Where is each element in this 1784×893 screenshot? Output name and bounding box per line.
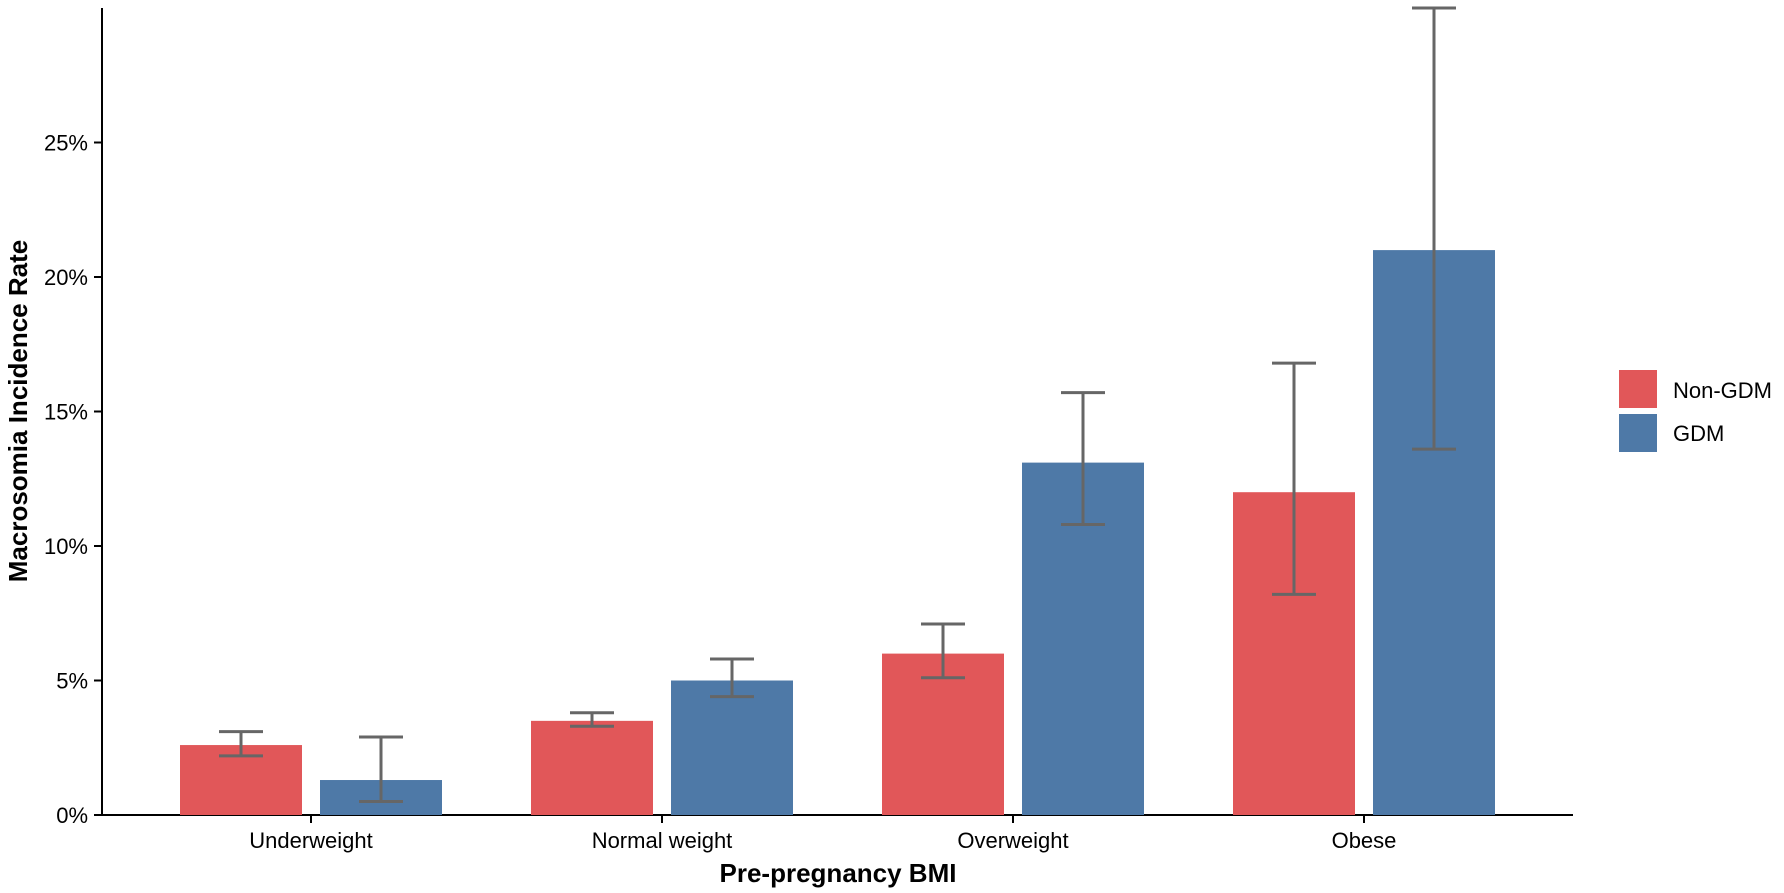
legend-key-gdm <box>1619 414 1657 452</box>
error-bar-gdm-overweight <box>1061 391 1105 526</box>
error-bar-non-gdm-obese <box>1272 361 1316 596</box>
y-tick-label: 10% <box>44 534 88 559</box>
y-tick-label: 25% <box>44 131 88 156</box>
x-axis-title: Pre-pregnancy BMI <box>720 858 957 888</box>
error-bar-non-gdm-overweight <box>921 622 965 680</box>
y-ticks: 0% 5% 10% 15% 20% 25% <box>44 131 102 828</box>
legend-label-gdm: GDM <box>1673 421 1724 446</box>
error-bar-gdm-underweight <box>359 735 403 804</box>
y-tick-label: 0% <box>56 803 88 828</box>
x-tick-label: Overweight <box>957 828 1068 853</box>
x-tick-label: Normal weight <box>592 828 733 853</box>
error-bars <box>219 6 1456 804</box>
error-bar-non-gdm-underweight <box>219 730 263 758</box>
bar-gdm-normal-weight <box>671 680 793 815</box>
bar-non-gdm-overweight <box>882 653 1004 815</box>
legend-label-non-gdm: Non-GDM <box>1673 378 1772 403</box>
bar-non-gdm-normal-weight <box>531 720 653 815</box>
legend: Non-GDM GDM <box>1619 370 1772 452</box>
error-bar-gdm-normal-weight <box>710 657 754 699</box>
legend-key-non-gdm <box>1619 370 1657 408</box>
error-bar-gdm-obese <box>1412 6 1456 451</box>
x-tick-label: Underweight <box>249 828 373 853</box>
x-ticks: Underweight Normal weight Overweight Obese <box>249 815 1396 853</box>
y-tick-label: 5% <box>56 669 88 694</box>
y-axis-title: Macrosomia Incidence Rate <box>3 240 33 582</box>
y-tick-label: 15% <box>44 400 88 425</box>
y-tick-label: 20% <box>44 265 88 290</box>
x-tick-label: Obese <box>1332 828 1397 853</box>
bars <box>180 250 1495 816</box>
error-bar-non-gdm-normal-weight <box>570 711 614 728</box>
